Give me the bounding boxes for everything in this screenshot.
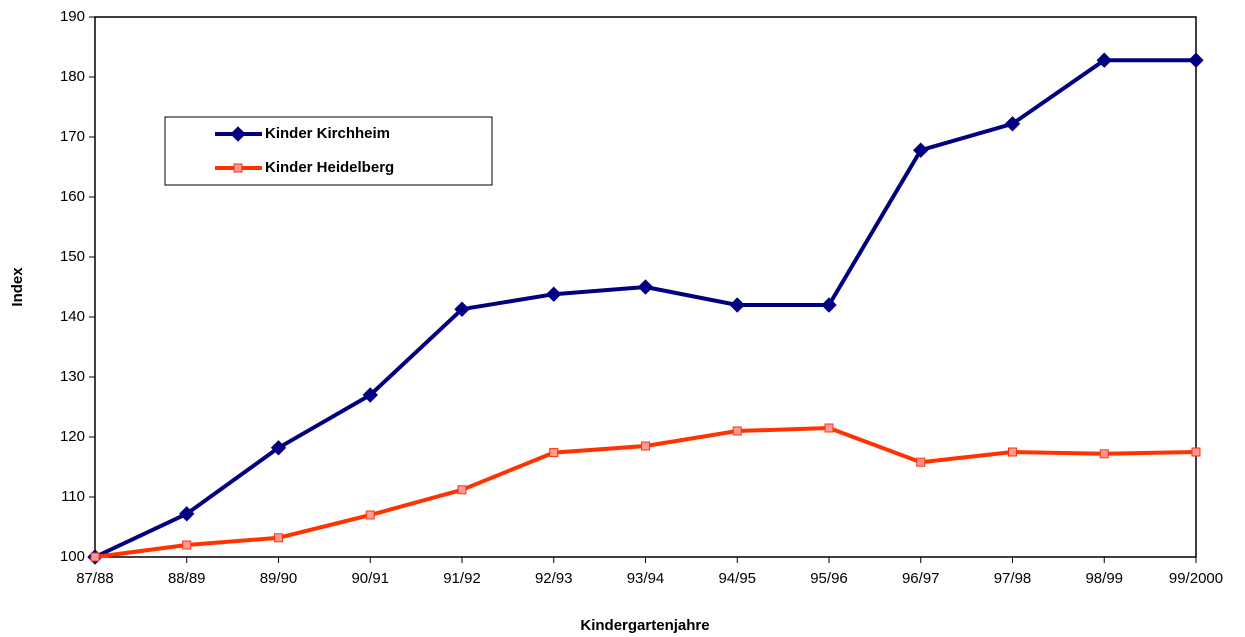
- marker: [274, 533, 283, 543]
- marker: [179, 506, 195, 522]
- marker: [230, 126, 246, 142]
- marker: [1191, 447, 1201, 457]
- x-tick-label: 90/91: [351, 570, 389, 587]
- y-axis-label: Index: [9, 267, 26, 307]
- x-tick-label: 96/97: [902, 570, 940, 587]
- x-tick-label: 91/92: [443, 570, 481, 587]
- marker: [824, 423, 834, 433]
- marker: [1008, 447, 1017, 457]
- marker: [457, 485, 467, 495]
- x-tick-label: 87/88: [76, 570, 114, 587]
- marker: [233, 163, 243, 173]
- y-tick-label: 100: [60, 548, 85, 565]
- x-tick-label: 97/98: [994, 570, 1032, 587]
- marker: [732, 426, 742, 436]
- x-tick-label: 88/89: [168, 570, 206, 587]
- marker: [729, 297, 745, 313]
- marker: [916, 457, 926, 467]
- marker: [641, 441, 650, 451]
- marker: [637, 279, 654, 295]
- x-tick-label: 89/90: [260, 570, 298, 587]
- legend-label: Kinder Heidelberg: [265, 159, 394, 176]
- x-tick-label: 93/94: [627, 570, 665, 587]
- y-tick-label: 170: [60, 128, 85, 145]
- y-tick-label: 110: [61, 488, 85, 505]
- x-tick-label: 94/95: [718, 570, 756, 587]
- marker: [270, 440, 287, 456]
- marker: [913, 142, 929, 158]
- x-tick-label: 99/2000: [1169, 570, 1223, 587]
- legend-label: Kinder Kirchheim: [265, 125, 390, 142]
- marker: [546, 286, 562, 302]
- y-tick-label: 120: [60, 428, 85, 445]
- y-tick-label: 190: [60, 8, 85, 25]
- y-tick-label: 160: [60, 188, 85, 205]
- marker: [821, 297, 837, 313]
- marker: [90, 552, 100, 562]
- marker: [1004, 116, 1021, 132]
- marker: [182, 540, 192, 550]
- marker: [362, 387, 378, 403]
- marker: [1099, 449, 1109, 459]
- marker: [454, 301, 470, 317]
- y-tick-label: 140: [60, 308, 85, 325]
- marker: [1096, 52, 1112, 68]
- marker: [365, 510, 375, 520]
- marker: [1188, 52, 1204, 68]
- y-tick-label: 150: [60, 248, 85, 265]
- marker: [549, 448, 559, 458]
- x-tick-label: 92/93: [535, 570, 573, 587]
- legend-box: [164, 116, 493, 186]
- x-tick-label: 95/96: [810, 570, 848, 587]
- x-axis-label: Kindergartenjahre: [580, 617, 709, 634]
- y-tick-label: 180: [60, 68, 85, 85]
- y-tick-label: 130: [60, 368, 85, 385]
- x-tick-label: 98/99: [1085, 570, 1123, 587]
